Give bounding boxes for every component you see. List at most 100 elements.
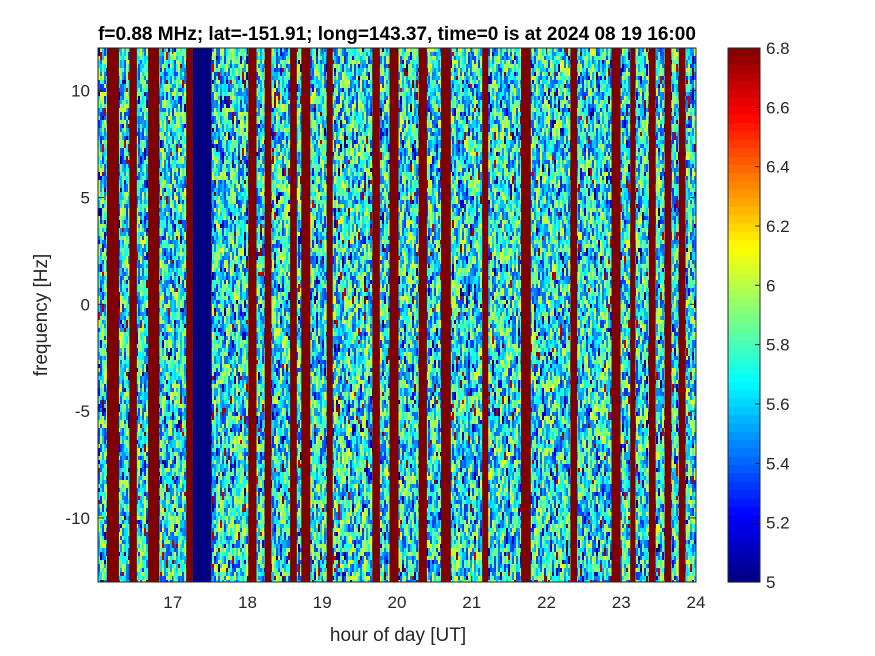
heatmap-cell: [140, 112, 142, 116]
heatmap-cell: [126, 112, 128, 116]
heatmap-cell: [174, 440, 176, 448]
heatmap-cell: [124, 292, 126, 300]
heatmap-cell: [140, 536, 142, 540]
heatmap-cell: [146, 580, 148, 582]
heatmap-cell: [180, 68, 182, 76]
heatmap-cell: [174, 248, 176, 256]
heatmap-cell: [142, 172, 144, 176]
heatmap-cell: [124, 208, 126, 216]
heatmap-cell: [136, 456, 138, 464]
heatmap-cell: [124, 220, 126, 224]
heatmap-cell: [168, 244, 170, 252]
heatmap-cell: [122, 488, 124, 492]
heatmap-cell: [144, 404, 146, 412]
heatmap-cell: [170, 540, 172, 544]
heatmap-cell: [164, 280, 166, 288]
heatmap-cell: [120, 296, 122, 304]
heatmap-cell: [164, 48, 166, 52]
heatmap-cell: [128, 316, 130, 324]
heatmap-cell: [126, 200, 128, 204]
heatmap-cell: [98, 496, 100, 500]
heatmap-cell: [162, 488, 164, 492]
heatmap-cell: [122, 124, 124, 128]
heatmap-cell: [180, 312, 182, 320]
heatmap-cell: [172, 124, 174, 132]
heatmap-cell: [120, 176, 122, 184]
heatmap-cell: [102, 304, 104, 312]
heatmap-cell: [182, 408, 184, 412]
heatmap-cell: [140, 212, 142, 216]
heatmap-cell: [178, 192, 180, 200]
heatmap-cell: [180, 108, 182, 112]
heatmap-cell: [176, 120, 178, 128]
heatmap-cell: [178, 248, 180, 252]
heatmap-cell: [126, 64, 128, 72]
heatmap-cell: [100, 420, 102, 424]
heatmap-cell: [140, 436, 142, 440]
heatmap-cell: [126, 276, 128, 280]
heatmap-cell: [98, 76, 100, 80]
heatmap-cell: [124, 216, 126, 220]
heatmap-cell: [100, 528, 102, 536]
heatmap-cell: [174, 532, 176, 536]
heatmap-cell: [136, 492, 138, 496]
heatmap-cell: [136, 468, 138, 472]
heatmap-cell: [166, 116, 168, 120]
heatmap-cell: [168, 196, 170, 200]
heatmap-cell: [142, 456, 144, 464]
heatmap-cell: [178, 568, 180, 576]
heatmap-cell: [118, 556, 120, 560]
heatmap-cell: [168, 316, 170, 324]
heatmap-cell: [142, 132, 144, 140]
heatmap-cell: [174, 408, 176, 416]
heatmap-cell: [160, 184, 162, 188]
heatmap-cell: [160, 96, 162, 104]
heatmap-cell: [124, 520, 126, 524]
heatmap-cell: [124, 472, 126, 480]
heatmap-cell: [182, 548, 184, 552]
heatmap-cell: [104, 56, 106, 64]
heatmap-cell: [164, 160, 166, 168]
heatmap-cell: [104, 512, 106, 520]
heatmap-cell: [138, 56, 140, 64]
plot-area: [98, 48, 696, 582]
heatmap-cell: [142, 112, 144, 120]
heatmap-cell: [122, 128, 124, 132]
heatmap-cell: [164, 556, 166, 564]
heatmap-cell: [176, 252, 178, 260]
heatmap-cell: [144, 296, 146, 300]
heatmap-cell: [172, 560, 174, 564]
heatmap-cell: [174, 372, 176, 380]
heatmap-cell: [122, 288, 124, 292]
heatmap-cell: [164, 72, 166, 76]
heatmap-cell: [180, 560, 182, 568]
heatmap-cell: [180, 88, 182, 92]
heatmap-cell: [120, 148, 122, 156]
heatmap-cell: [144, 204, 146, 208]
heatmap-cell: [104, 176, 106, 180]
heatmap-cell: [104, 520, 106, 524]
heatmap-cell: [174, 364, 176, 372]
heatmap-cell: [170, 204, 172, 208]
heatmap-cell: [182, 300, 184, 308]
heatmap-cell: [102, 276, 104, 284]
heatmap-cell: [136, 484, 138, 488]
heatmap-cell: [160, 496, 162, 500]
heatmap-cell: [180, 328, 182, 332]
heatmap-cell: [122, 116, 124, 124]
heatmap-cell: [138, 128, 140, 136]
heatmap-cell: [146, 508, 148, 516]
heatmap-cell: [168, 48, 170, 52]
heatmap-cell: [98, 576, 100, 582]
heatmap-cell: [124, 228, 126, 236]
heatmap-cell: [144, 496, 146, 500]
heatmap-cell: [138, 148, 140, 156]
heatmap-cell: [118, 452, 120, 456]
heatmap-cell: [146, 492, 148, 500]
heatmap-cell: [166, 276, 168, 280]
heatmap-cell: [128, 436, 130, 444]
heatmap-cell: [146, 348, 148, 356]
heatmap-cell: [184, 244, 186, 252]
heatmap-cell: [102, 252, 104, 260]
